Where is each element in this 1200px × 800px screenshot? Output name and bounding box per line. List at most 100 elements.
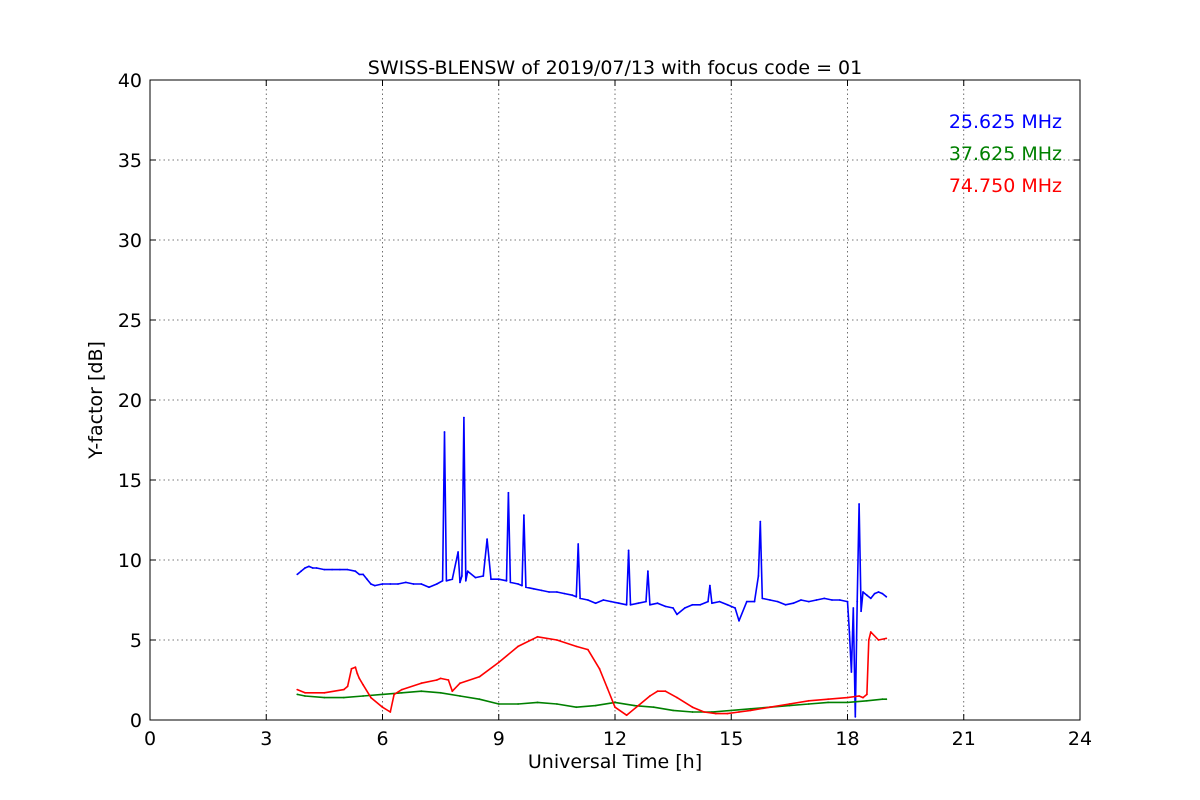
series-0-point [435, 583, 438, 585]
y-tick-label: 5 [130, 630, 142, 652]
series-2-point [649, 695, 651, 697]
series-1-point [885, 698, 888, 701]
series-2-point [714, 712, 717, 715]
series-0-point [482, 575, 485, 577]
series-0-point [466, 570, 469, 573]
series-0-point [757, 575, 760, 577]
series-0-point [629, 603, 632, 606]
series-0-point [711, 602, 713, 605]
series-0-point [517, 583, 519, 585]
series-0-point [759, 520, 762, 523]
series-0-point [734, 607, 736, 609]
series-1-point [323, 696, 326, 699]
series-0-point [618, 602, 620, 605]
series-0-point [523, 514, 525, 517]
series-0-point [852, 607, 855, 609]
series-2-point [439, 677, 442, 680]
series-lines [296, 416, 888, 718]
series-2-point [517, 645, 519, 648]
series-0-point [647, 570, 649, 573]
series-1-point [807, 703, 810, 705]
series-2-point [350, 667, 353, 670]
x-tick-label: 12 [603, 728, 627, 750]
series-2-point [556, 639, 558, 641]
series-0-point [381, 583, 384, 585]
series-0-point [707, 600, 709, 603]
series-0-point [676, 613, 678, 616]
series-2-point [664, 690, 667, 693]
series-2-point [637, 704, 640, 707]
series-2-point [625, 714, 628, 717]
series-0-point [575, 595, 578, 598]
x-tick-label: 21 [952, 728, 976, 750]
y-tick-label: 10 [118, 550, 142, 572]
series-0-point [370, 583, 372, 585]
y-tick-label: 25 [118, 310, 142, 332]
series-2-point [846, 696, 849, 699]
series-2-point [788, 703, 791, 705]
series-2-point [354, 666, 357, 669]
series-1-point [304, 695, 306, 697]
series-0-point [304, 567, 306, 569]
series-2-point [342, 688, 345, 691]
series-1-point [536, 701, 539, 704]
series-0-point [331, 568, 333, 571]
x-tick-label: 15 [719, 728, 743, 750]
series-0-point [625, 603, 628, 606]
series-2-point [598, 667, 601, 670]
series-1-point [614, 701, 616, 704]
series-1-point [420, 690, 423, 693]
series-1-point [866, 699, 868, 702]
legend-item-2: 74.750 MHz [949, 175, 1062, 197]
series-2-point [656, 690, 659, 693]
series-0-point [354, 570, 357, 573]
series-0-point [656, 602, 659, 605]
series-0-point [459, 581, 461, 584]
series-1-point [296, 693, 299, 696]
x-axis-label: Universal Time [h] [528, 751, 702, 773]
series-1-point [749, 707, 752, 710]
series-2-point [614, 706, 616, 709]
series-1-point [730, 709, 733, 712]
series-1-point [652, 706, 655, 709]
series-0-point [873, 592, 876, 595]
series-2-point [389, 711, 392, 713]
x-tick-label: 6 [376, 728, 388, 750]
series-0-point [397, 583, 399, 585]
series-2-point [447, 679, 450, 681]
y-tick-label: 15 [118, 470, 142, 492]
series-0-point [521, 584, 523, 587]
series-2-point [866, 693, 868, 696]
series-0-point [877, 591, 880, 593]
series-0-point [637, 602, 640, 605]
series-2-point [362, 683, 364, 686]
series-1-point [827, 701, 829, 704]
series-0-point [311, 567, 314, 569]
series-0-point [577, 543, 580, 545]
series-0-point [445, 579, 448, 582]
series-0-point [761, 597, 764, 600]
series-2-point [296, 688, 299, 691]
series-0-point [563, 592, 566, 595]
series-0-point [441, 579, 444, 582]
series-2-point [435, 679, 438, 681]
series-2-point [358, 677, 361, 680]
series-1-point [594, 704, 597, 707]
series-0-point [420, 583, 423, 585]
series-0-point [556, 591, 558, 593]
series-0-point [507, 491, 510, 494]
series-1-point [497, 703, 500, 705]
series-0-point [509, 581, 512, 584]
y-tick-label: 0 [130, 710, 142, 732]
series-0-point [300, 570, 302, 573]
series-1-point [672, 709, 674, 712]
series-0-point [540, 589, 543, 592]
series-0-point [412, 583, 415, 585]
series-0-point [428, 586, 430, 589]
series-0-point [860, 610, 862, 613]
series-0-point [451, 578, 454, 581]
x-tick-label: 18 [835, 728, 859, 750]
series-0-point [486, 538, 488, 541]
series-0-point [699, 603, 702, 606]
series-0-point [443, 431, 446, 433]
